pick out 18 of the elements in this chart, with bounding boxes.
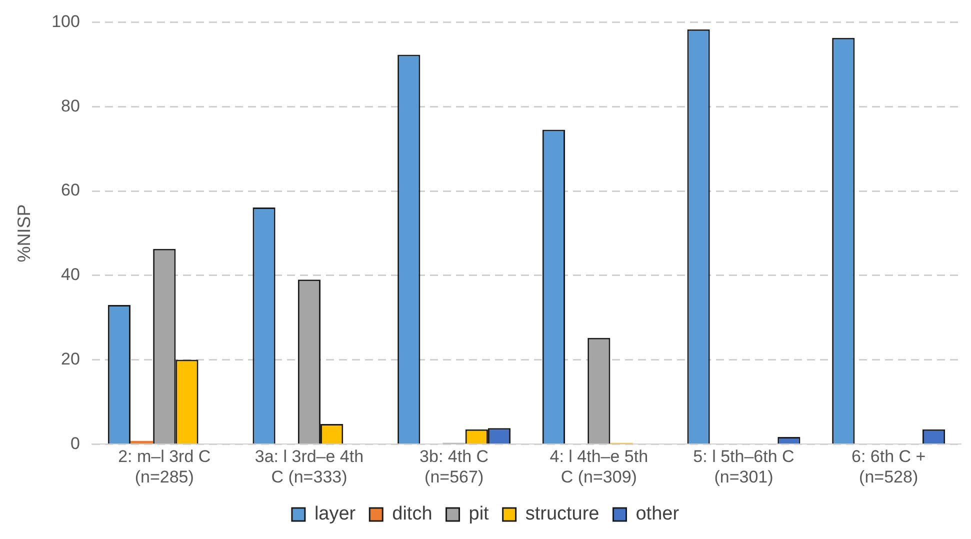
x-tick-label: 3a: l 3rd–e 4th C (n=333) bbox=[254, 447, 364, 486]
y-tick-label: 0 bbox=[70, 434, 80, 453]
y-tick-label: 20 bbox=[61, 349, 80, 368]
y-tick-label: 40 bbox=[61, 265, 80, 284]
y-tick-label: 80 bbox=[61, 96, 80, 116]
legend-label: ditch bbox=[392, 504, 432, 525]
x-tick-label: 6: 6th C + (n=528) bbox=[851, 447, 926, 486]
legend-label: other bbox=[636, 504, 680, 525]
legend-label: structure bbox=[525, 504, 600, 525]
x-tick-label: 4: l 4th–e 5th C (n=309) bbox=[550, 447, 648, 486]
x-tick-label: 3b: 4th C (n=567) bbox=[420, 447, 489, 486]
y-axis-title: %NISP bbox=[14, 204, 34, 262]
x-tick-label: 2: m–l 3rd C (n=285) bbox=[118, 447, 211, 486]
y-tick-label: 100 bbox=[52, 12, 80, 31]
legend-label: pit bbox=[468, 504, 490, 525]
legend-label: layer bbox=[314, 504, 356, 525]
x-tick-label: 5: l 5th–6th C (n=301) bbox=[693, 447, 794, 486]
y-tick-label: 60 bbox=[61, 180, 80, 200]
